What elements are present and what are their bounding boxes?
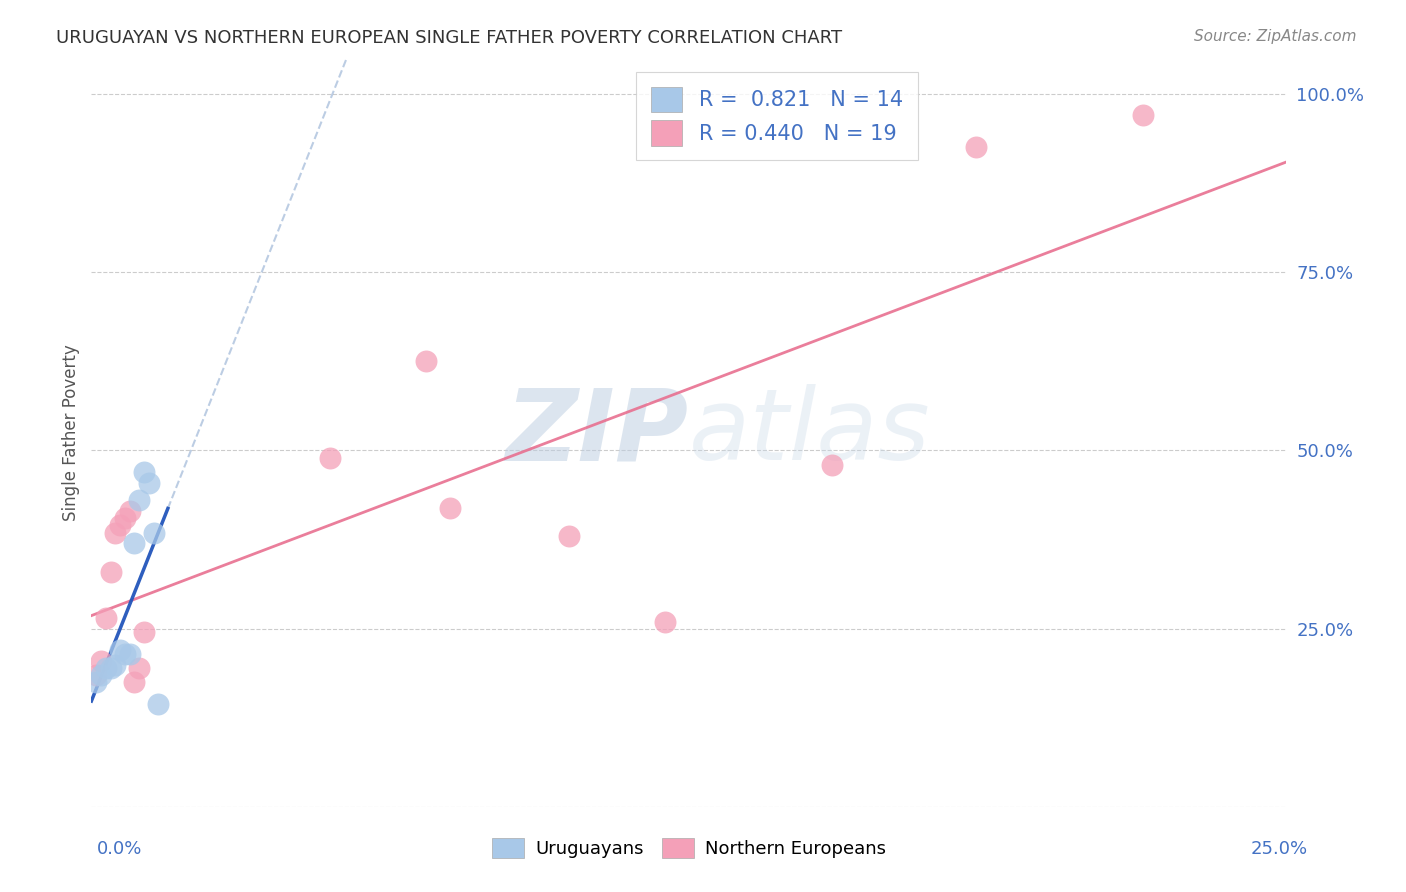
Point [90,654,112,668]
Point [114,511,136,525]
Point [142,525,165,540]
Point [654,615,676,629]
Text: 0.0%: 0.0% [97,840,142,858]
Point [148,697,170,711]
Point [94,661,117,675]
Point [118,504,141,518]
Point [124,536,146,550]
Text: Source: ZipAtlas.com: Source: ZipAtlas.com [1194,29,1357,44]
Point [128,493,150,508]
Point [415,354,437,368]
Point [108,643,131,657]
Point [439,500,461,515]
Point [100,661,122,675]
Point [90,668,112,682]
Point [132,625,155,640]
Point [118,647,141,661]
Text: ZIP: ZIP [506,384,689,481]
Point [558,529,581,543]
Point [132,465,155,479]
Point [138,475,160,490]
Point [114,647,136,661]
Text: 25.0%: 25.0% [1251,840,1308,858]
Point [84,675,107,690]
Point [94,611,117,625]
Text: URUGUAYAN VS NORTHERN EUROPEAN SINGLE FATHER POVERTY CORRELATION CHART: URUGUAYAN VS NORTHERN EUROPEAN SINGLE FA… [56,29,842,46]
Legend: R =  0.821   N = 14, R = 0.440   N = 19: R = 0.821 N = 14, R = 0.440 N = 19 [637,72,918,161]
Point [124,675,146,690]
Text: atlas: atlas [689,384,931,481]
Point [104,525,127,540]
Point [319,450,342,465]
Y-axis label: Single Father Poverty: Single Father Poverty [62,344,80,521]
Point [108,518,131,533]
Point [128,661,150,675]
Point [100,565,122,579]
Point [1132,108,1154,122]
Point [104,657,127,672]
Point [84,668,107,682]
Point [821,458,844,472]
Point [965,140,987,154]
